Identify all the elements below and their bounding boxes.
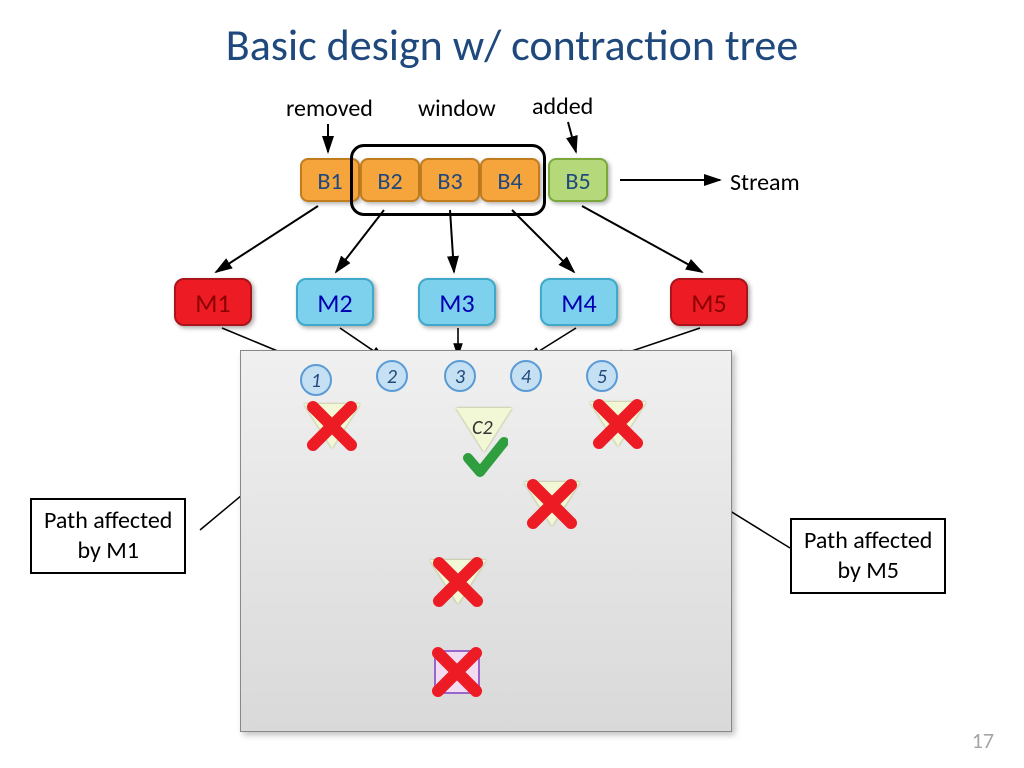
- leaf-circle-1: 1: [300, 364, 332, 396]
- leaf-circle-5: 5: [586, 360, 618, 392]
- label-added: added: [532, 92, 593, 121]
- m-box-m3: M3: [418, 278, 496, 326]
- callout-path-m1: Path affectedby M1: [30, 498, 186, 574]
- tree-node-3: [524, 482, 580, 526]
- leaf-circle-3: 3: [444, 360, 476, 392]
- m-box-m4: M4: [540, 278, 618, 326]
- result-box: [434, 650, 480, 694]
- tree-node-4: [430, 560, 486, 604]
- leaf-circle-2: 2: [376, 360, 408, 392]
- callout-path-m5: Path affectedby M5: [790, 518, 946, 594]
- label-removed: removed: [286, 94, 373, 123]
- m-box-m2: M2: [296, 278, 374, 326]
- m-box-m1: M1: [174, 278, 252, 326]
- tree-node-label: C2: [472, 416, 493, 440]
- label-stream: Stream: [730, 168, 800, 197]
- label-window: window: [418, 94, 496, 123]
- page-title: Basic design w/ contraction tree: [0, 18, 1024, 72]
- m-box-m5: M5: [670, 278, 748, 326]
- page-number: 17: [972, 727, 994, 754]
- tree-node-2: [590, 402, 646, 446]
- leaf-circle-4: 4: [510, 360, 542, 392]
- window-frame: [350, 144, 546, 216]
- stream-box-b5: B5: [548, 158, 608, 202]
- tree-node-0: [304, 404, 360, 448]
